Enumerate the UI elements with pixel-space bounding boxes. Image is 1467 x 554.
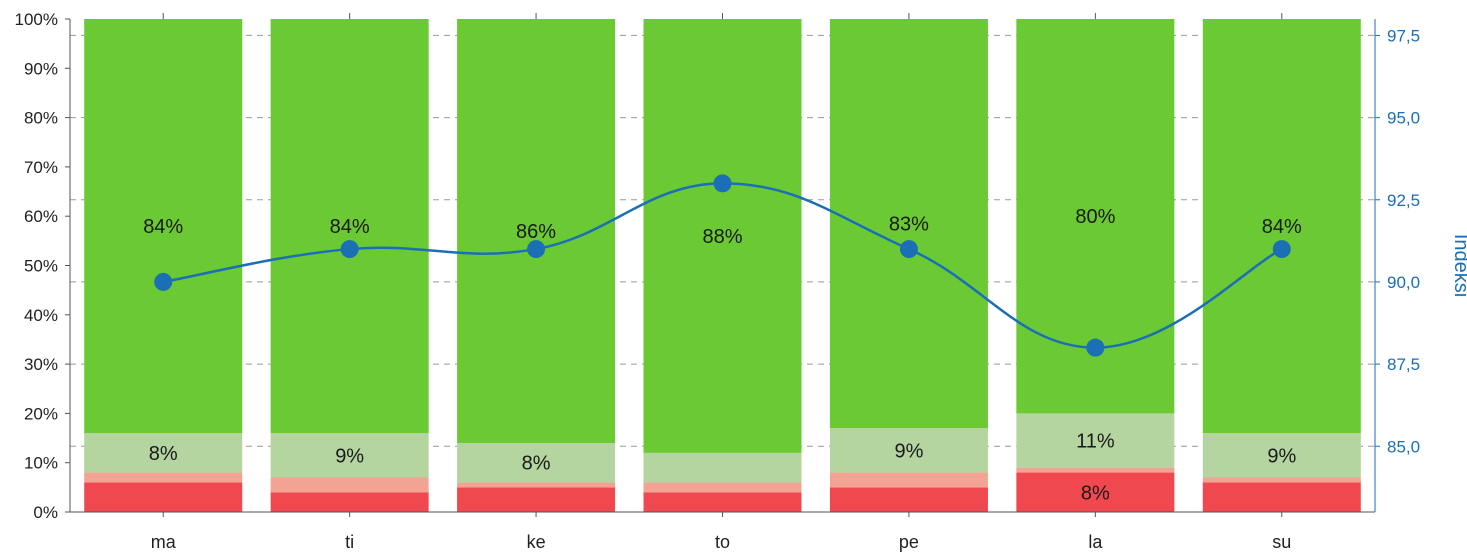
right-tick-label: 90,0 [1387, 273, 1420, 292]
bar-data-label: 8% [522, 453, 551, 475]
bar-segment [270, 19, 429, 434]
bar-segment [643, 19, 802, 453]
bar-segment [643, 492, 802, 512]
bar-segment [1016, 413, 1175, 468]
category-label: ma [151, 532, 177, 552]
bar-segment [270, 433, 429, 478]
left-tick-label: 30% [24, 355, 58, 374]
left-tick-label: 90% [24, 59, 58, 78]
index-point [527, 240, 546, 259]
category-label: su [1272, 532, 1291, 552]
bar-segment [84, 482, 243, 512]
right-tick-label: 87,5 [1387, 355, 1420, 374]
bar-data-label: 8% [149, 443, 178, 465]
bar-segment [643, 452, 802, 483]
category-label: to [715, 532, 730, 552]
bar-segment [270, 492, 429, 512]
bars-layer [84, 19, 1361, 512]
bar-data-label: 84% [330, 216, 370, 238]
index-line-layer [154, 174, 1291, 357]
left-tick-label: 60% [24, 207, 58, 226]
index-point [713, 174, 732, 193]
bar-data-label: 9% [335, 445, 364, 467]
bar-segment [1202, 477, 1361, 483]
category-label: ke [527, 532, 546, 552]
index-point [154, 272, 173, 291]
left-tick-label: 20% [24, 404, 58, 423]
left-tick-label: 0% [33, 503, 58, 522]
category-label: la [1088, 532, 1103, 552]
bar-segment [84, 472, 243, 483]
right-tick-label: 85,0 [1387, 437, 1420, 456]
bar-data-label: 84% [1262, 216, 1302, 238]
left-tick-label: 70% [24, 158, 58, 177]
bar-segment [84, 433, 243, 473]
bar-segment [1202, 433, 1361, 478]
category-label: ti [345, 532, 354, 552]
bar-segment [84, 19, 243, 434]
bar-data-label: 9% [894, 440, 923, 462]
left-tick-label: 40% [24, 306, 58, 325]
bar-segment [457, 442, 616, 483]
bar-segment [1016, 467, 1175, 473]
bar-segment [457, 482, 616, 488]
bar-segment [829, 487, 988, 512]
bar-data-label: 84% [143, 216, 183, 238]
bar-data-label: 86% [516, 221, 556, 243]
bar-data-label: 83% [889, 214, 929, 236]
bar-segment [1202, 19, 1361, 434]
bar-segment [1202, 482, 1361, 512]
bar-segment [829, 428, 988, 473]
index-point [1272, 240, 1291, 259]
left-tick-label: 100% [15, 10, 58, 29]
bar-data-label: 9% [1267, 445, 1296, 467]
axes-layer: 0% 10% 20% 30% 40% 50% 60% 70% 80% 90% 100% 85,0 87,… [15, 10, 1421, 552]
left-tick-label: 80% [24, 109, 58, 128]
bar-segment [457, 487, 616, 512]
right-tick-label: 92,5 [1387, 191, 1420, 210]
bar-data-label: 88% [702, 226, 742, 248]
bar-segment [829, 472, 988, 488]
bar-segment [1016, 472, 1175, 512]
category-label: pe [899, 532, 919, 552]
right-tick-label: 95,0 [1387, 109, 1420, 128]
bar-segment [270, 477, 429, 493]
index-point [1086, 338, 1105, 357]
bar-data-label: 80% [1075, 206, 1115, 228]
bar-labels-layer: 8% 84% 9% 84% 8% 86% 88% 9% 83% 8% 11% 80% 9% 84% [143, 206, 1302, 504]
bar-segment [643, 482, 802, 493]
right-tick-label: 97,5 [1387, 26, 1420, 45]
index-point [899, 240, 918, 259]
right-axis-title: Indeksi [1450, 234, 1467, 297]
left-tick-label: 10% [24, 454, 58, 473]
bar-data-label: 8% [1081, 482, 1110, 504]
bar-data-label: 11% [1076, 431, 1115, 453]
index-point [340, 240, 359, 259]
left-tick-label: 50% [24, 257, 58, 276]
